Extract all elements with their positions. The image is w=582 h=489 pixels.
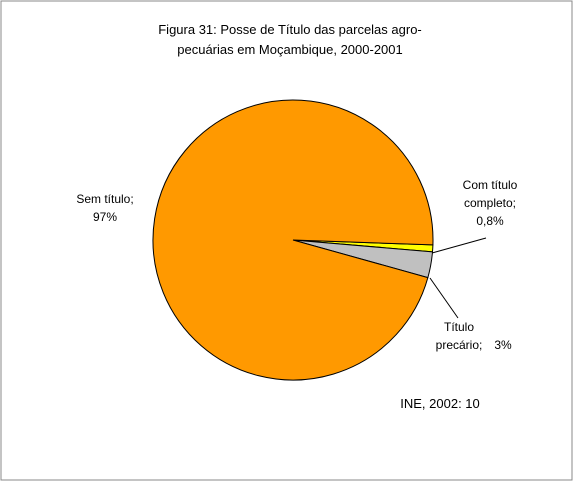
- chart-title: pecuárias em Moçambique, 2000-2001: [177, 42, 402, 57]
- slice-label: Com título completo;: [462, 178, 518, 210]
- slice-label: Sem título;: [76, 192, 134, 206]
- slice-label: Título precário;: [435, 320, 483, 352]
- slice-value-label: 3%: [494, 338, 512, 352]
- slice-value-label: 0,8%: [476, 214, 504, 228]
- source-note: INE, 2002: 10: [400, 396, 480, 411]
- pie-slice: [152, 99, 434, 381]
- leader-line: [429, 277, 459, 319]
- chart-title: Figura 31: Posse de Título das parcelas …: [158, 22, 422, 37]
- slice-value-label: 97%: [92, 210, 118, 224]
- leader-line: [431, 237, 487, 254]
